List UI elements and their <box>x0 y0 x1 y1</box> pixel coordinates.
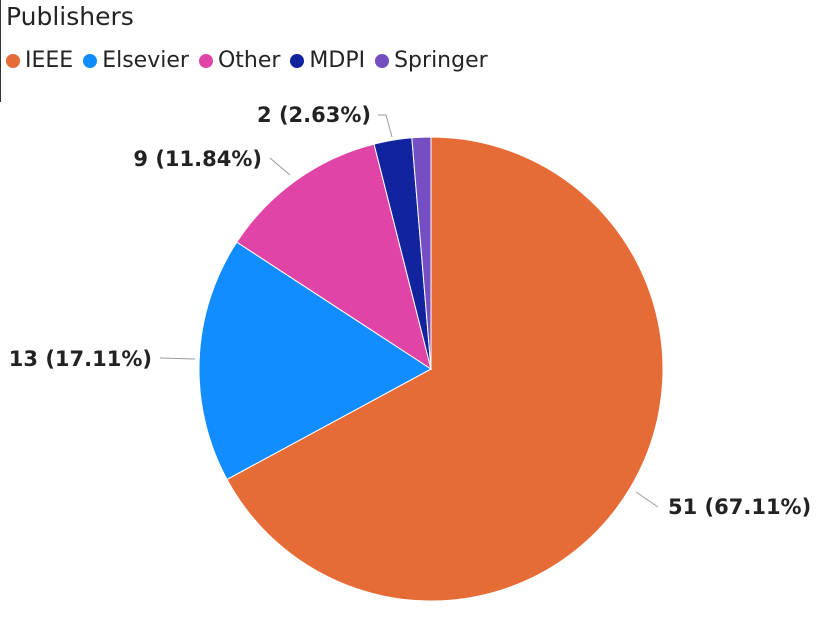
legend-label-other: Other <box>217 48 281 73</box>
legend-marker-elsevier <box>83 53 98 68</box>
data-label-ieee: 51 (67.11%) <box>668 495 811 519</box>
leader-line-other <box>269 157 291 176</box>
legend-label-ieee: IEEE <box>25 48 74 73</box>
legend-marker-springer <box>375 53 390 68</box>
visual-border <box>0 0 1 102</box>
leader-line-ieee <box>635 491 659 508</box>
legend-item-springer[interactable]: Springer <box>375 48 488 73</box>
legend-item-other[interactable]: Other <box>198 48 281 73</box>
legend-marker-ieee <box>6 53 20 68</box>
leader-line-mdpi <box>378 114 393 138</box>
legend-marker-other <box>198 53 213 68</box>
legend-label-elsevier: Elsevier <box>102 48 189 73</box>
pie-slice-elsevier[interactable] <box>198 241 432 481</box>
pie-slice-ieee[interactable] <box>226 136 664 602</box>
data-label-elsevier: 13 (17.11%) <box>9 347 152 371</box>
pie-slice-springer[interactable] <box>411 136 432 370</box>
leader-line-elsevier <box>159 357 196 360</box>
legend-item-elsevier[interactable]: Elsevier <box>83 48 189 73</box>
legend-item-ieee[interactable]: IEEE <box>6 48 73 73</box>
legend-label-springer: Springer <box>394 48 488 73</box>
legend-marker-mdpi <box>290 53 305 68</box>
data-label-mdpi: 2 (2.63%) <box>257 103 371 127</box>
chart-legend: IEEE Elsevier Other MDPI Springer <box>6 48 498 73</box>
pie-slice-other[interactable] <box>236 143 432 371</box>
legend-item-mdpi[interactable]: MDPI <box>290 48 365 73</box>
chart-title: Publishers <box>6 2 134 31</box>
legend-label-mdpi: MDPI <box>309 48 366 73</box>
data-label-other: 9 (11.84%) <box>133 147 262 171</box>
